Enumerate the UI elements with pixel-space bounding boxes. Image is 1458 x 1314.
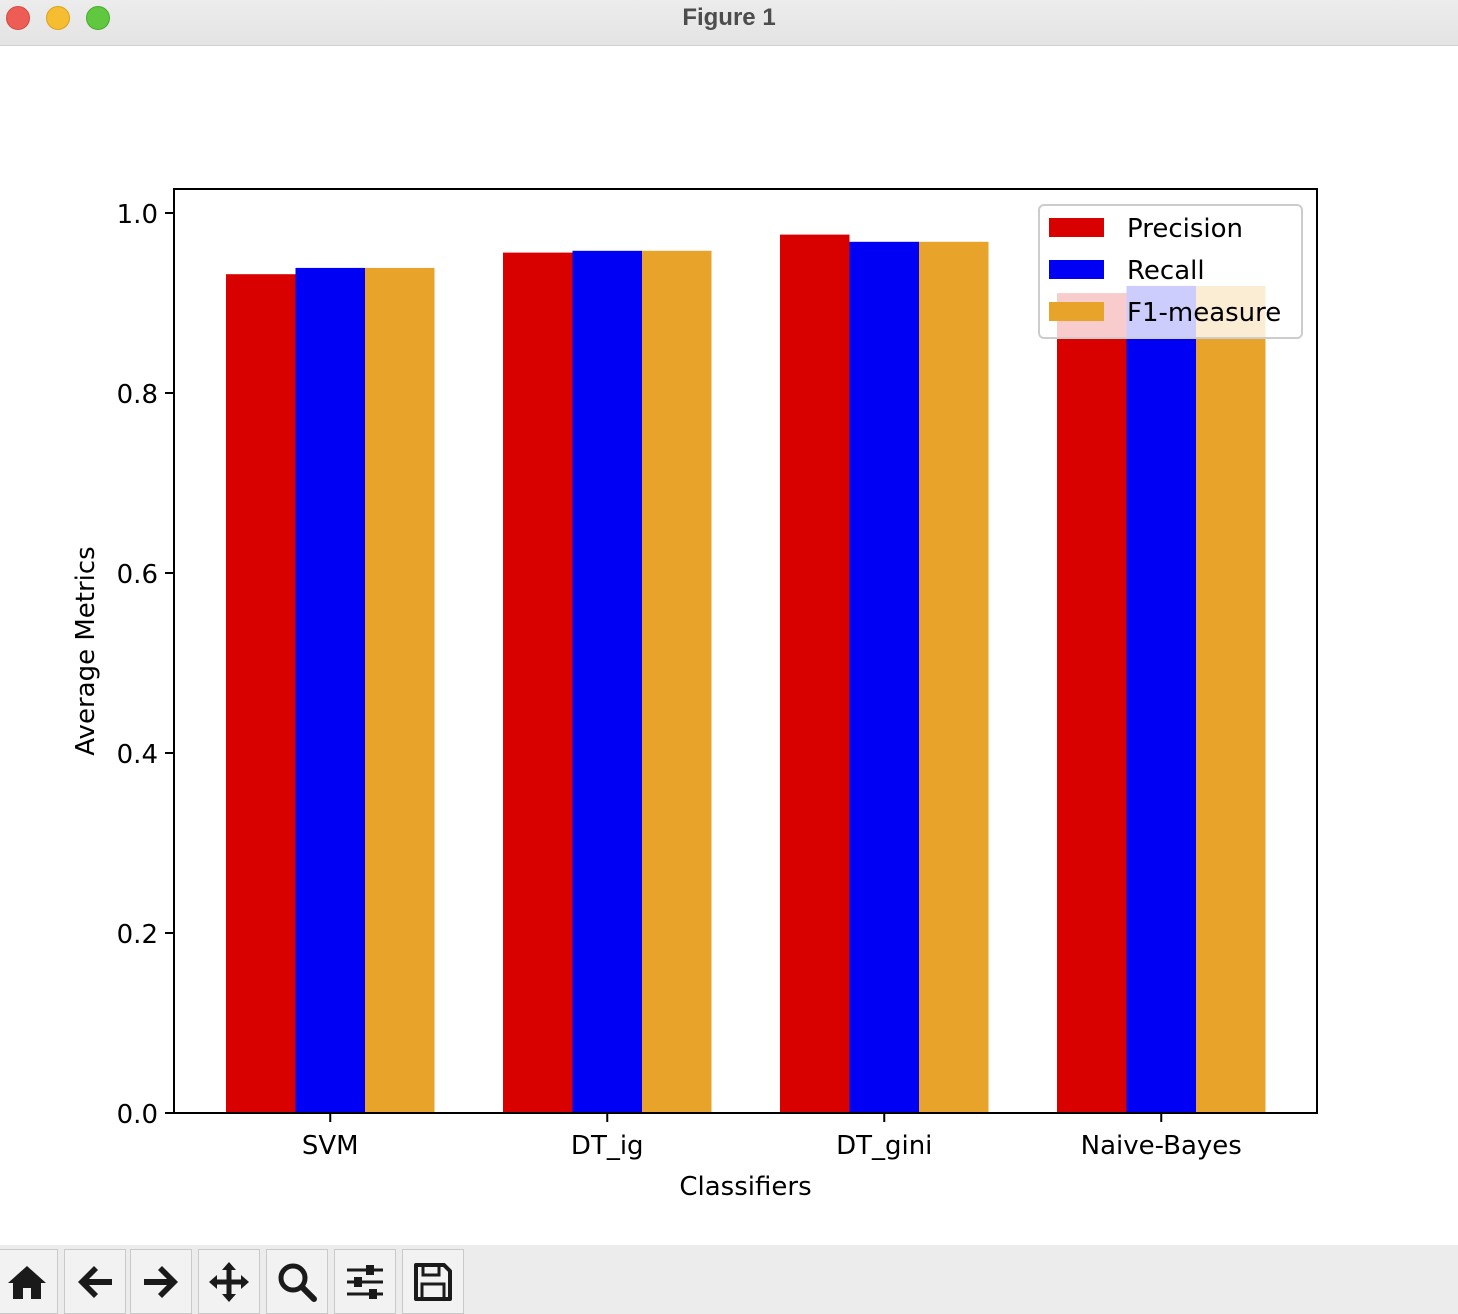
- pan-move-icon: [209, 1261, 249, 1302]
- y-tick-label: 1.0: [117, 200, 158, 230]
- back-button[interactable]: [64, 1249, 126, 1314]
- x-tick-label: DT_gini: [836, 1131, 932, 1161]
- bar-precision-dt-ig: [503, 252, 573, 1114]
- x-axis-label: Classifiers: [679, 1172, 811, 1202]
- y-axis-label: Average Metrics: [71, 546, 101, 755]
- axes-frame: [173, 188, 1318, 1114]
- home-icon: [8, 1265, 46, 1299]
- pan-button[interactable]: [198, 1249, 260, 1314]
- save-button[interactable]: [402, 1249, 464, 1314]
- bar-f1-measure-dt-ig: [642, 250, 712, 1114]
- home-button[interactable]: [0, 1249, 58, 1314]
- zoom-button[interactable]: [266, 1249, 328, 1314]
- forward-arrow-icon: [144, 1265, 178, 1298]
- configure-subplots-icon: [347, 1264, 383, 1299]
- back-arrow-icon: [78, 1265, 112, 1298]
- y-tick-label: 0.6: [117, 560, 158, 590]
- bar-recall-svm: [295, 267, 365, 1113]
- legend-label-precision: Precision: [1127, 214, 1243, 244]
- bar-f1-measure-dt-gini: [919, 241, 989, 1114]
- zoom-magnifier-icon: [278, 1263, 317, 1302]
- bar-precision-dt-gini: [780, 234, 850, 1114]
- legend-label-recall: Recall: [1127, 256, 1205, 286]
- bar-precision-naive-bayes: [1057, 293, 1127, 1114]
- close-window-button[interactable]: [6, 6, 30, 30]
- minimize-window-button[interactable]: [46, 6, 70, 30]
- navigation-toolbar: [0, 1245, 1458, 1314]
- window-titlebar: Figure 1: [0, 0, 1458, 46]
- y-tick-label: 0.0: [117, 1100, 158, 1130]
- y-tick-label: 0.2: [117, 920, 158, 950]
- legend-swatch-precision: [1049, 218, 1104, 237]
- save-floppy-icon: [414, 1262, 452, 1301]
- legend-label-f1-measure: F1-measure: [1127, 298, 1281, 328]
- x-tick-label: SVM: [302, 1131, 359, 1161]
- legend-swatch-f1-measure: [1049, 302, 1104, 321]
- y-tick-label: 0.4: [117, 740, 158, 770]
- legend-box: [1038, 204, 1303, 339]
- configure-subplots-button[interactable]: [334, 1249, 396, 1314]
- y-tick-label: 0.8: [117, 380, 158, 410]
- x-tick-label: DT_ig: [571, 1131, 644, 1161]
- bar-f1-measure-svm: [365, 267, 435, 1113]
- bar-precision-svm: [226, 274, 296, 1113]
- maximize-window-button[interactable]: [86, 6, 110, 30]
- legend-swatch-recall: [1049, 260, 1104, 279]
- bar-chart: 0.0 0.2 0.4 0.6 0.8 1.0 SVM DT_ig DT_gini Naive-B…: [71, 188, 1318, 1202]
- bar-recall-naive-bayes: [1126, 285, 1196, 1113]
- bar-f1-measure-naive-bayes: [1196, 285, 1266, 1113]
- bar-recall-dt-gini: [849, 241, 919, 1114]
- window-title: Figure 1: [682, 4, 776, 31]
- bar-recall-dt-ig: [572, 250, 642, 1114]
- x-tick-label: Naive-Bayes: [1081, 1131, 1242, 1161]
- forward-button[interactable]: [130, 1249, 192, 1314]
- figure-canvas: 0.0 0.2 0.4 0.6 0.8 1.0 SVM DT_ig DT_gini Naive-B…: [0, 47, 1458, 1245]
